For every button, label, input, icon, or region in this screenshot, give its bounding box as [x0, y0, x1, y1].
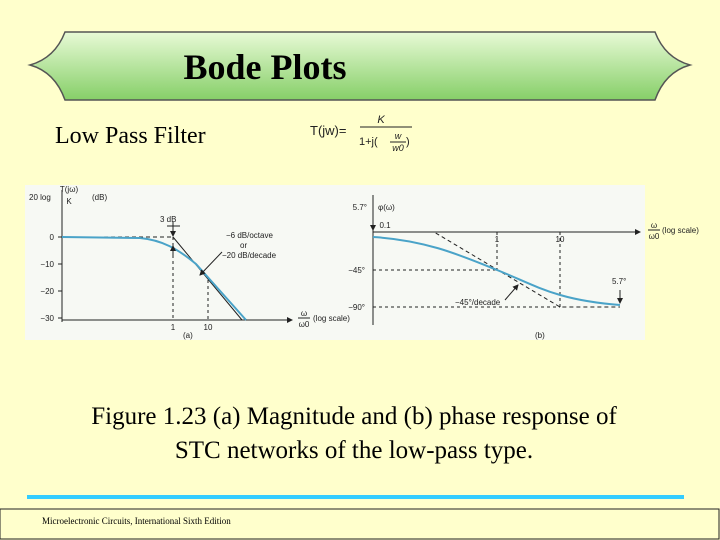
x-label-denominator: ω0 — [299, 320, 310, 329]
footer: Microelectronic Circuits, International … — [42, 516, 231, 526]
asymptote — [172, 236, 243, 321]
caption-line: STC networks of the low-pass type. — [175, 437, 533, 464]
y-label: 20 log — [29, 193, 51, 202]
y-tick-label: −10 — [40, 260, 54, 269]
annotation: 3 dB — [160, 215, 176, 224]
annotation: −45°/decade — [455, 298, 501, 307]
figure-background — [25, 185, 645, 340]
x-scale: (log scale) — [313, 314, 350, 323]
x-tick-label: 1 — [171, 323, 176, 332]
x-label-denominator: ω0 — [649, 232, 660, 241]
annotation-arrow — [199, 251, 223, 276]
formula-lhs: T(jw)= — [310, 123, 346, 138]
formula-denominator-prefix: 1+j( — [359, 136, 378, 148]
annotation-arrow — [504, 284, 519, 301]
x-scale: (log scale) — [662, 226, 699, 235]
y-label-denominator: K — [66, 197, 72, 206]
y-label: φ(ω) — [378, 203, 395, 212]
y-tick-label: 0 — [50, 233, 55, 242]
x-tick-label: 1 — [495, 235, 500, 244]
y-tick-label: −90° — [348, 303, 365, 312]
footer-box — [0, 508, 720, 540]
caption-line: Figure 1.23 (a) Magnitude and (b) phase … — [91, 403, 617, 430]
magnitude-curve — [61, 236, 247, 321]
annotation: or — [240, 241, 247, 250]
x-label-numerator: ω — [301, 309, 307, 318]
x-tick-label: 0.1 — [379, 221, 391, 230]
title-banner — [27, 31, 693, 101]
panel-label: (a) — [183, 331, 193, 340]
formula-inner-denominator: w0 — [392, 143, 404, 153]
annotation: 5.7° — [353, 203, 367, 212]
y-tick-label: −30 — [40, 314, 54, 323]
annotation: −20 dB/decade — [222, 251, 277, 260]
panel-label: (b) — [535, 331, 545, 340]
y-tick-label: −45° — [348, 266, 365, 275]
y-ticks — [58, 236, 62, 319]
formula-numerator: K — [377, 114, 385, 126]
phase-plot: φ(ω) 5.7° −45° −90° 0.1 1 10 ω ω0 (log s… — [348, 195, 699, 340]
formula-denominator-suffix: ) — [406, 136, 410, 148]
title: Bode Plots — [183, 47, 346, 87]
annotation: 5.7° — [612, 277, 626, 286]
formula: T(jw)= K 1+j( w w0 ) — [310, 114, 412, 153]
y-label-numerator: T(jω) — [60, 185, 79, 194]
x-tick-label: 10 — [556, 235, 565, 244]
formula-inner-numerator: w — [395, 131, 402, 141]
x-label-numerator: ω — [651, 221, 657, 230]
phase-curve — [372, 236, 621, 306]
x-tick-label: 10 — [204, 323, 213, 332]
annotation: −6 dB/octave — [226, 231, 273, 240]
y-unit: (dB) — [92, 193, 107, 202]
subtitle: Low Pass Filter — [55, 123, 206, 149]
y-tick-label: −20 — [40, 287, 54, 296]
magnitude-plot: 20 log T(jω) K (dB) 0 −10 −20 −30 1 10 ω… — [29, 185, 350, 340]
divider — [27, 495, 684, 499]
